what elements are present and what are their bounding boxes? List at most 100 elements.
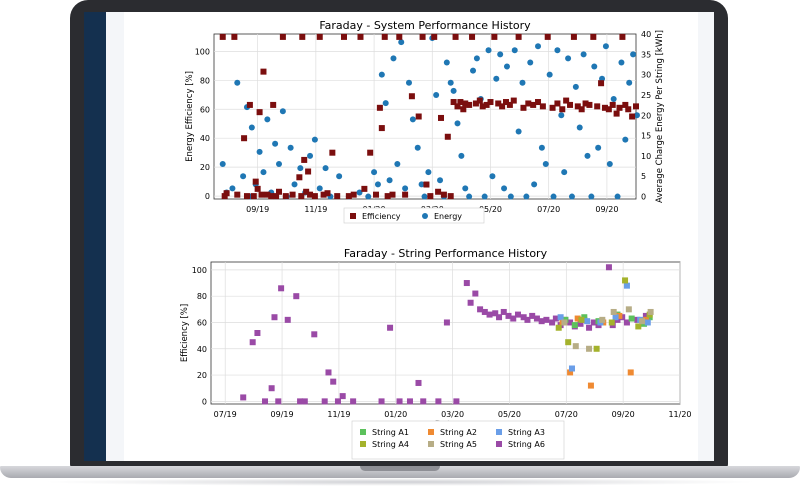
energy-point <box>447 79 454 86</box>
energy-point <box>275 161 282 168</box>
energy-point <box>599 75 606 82</box>
efficiency-point <box>495 100 502 107</box>
string-a6-point <box>311 331 318 338</box>
string-a6-point <box>496 314 503 321</box>
energy-point <box>591 63 598 70</box>
efficiency-point <box>256 109 263 116</box>
string-a6-point <box>543 316 550 323</box>
string-a6-point <box>278 285 285 292</box>
x-tick-label: 09/19 <box>271 410 294 419</box>
string-a3-point <box>584 318 591 325</box>
string-a6-point <box>271 314 278 321</box>
efficiency-point <box>324 190 331 197</box>
energy-point <box>580 51 587 58</box>
string-a6-point <box>453 398 460 405</box>
efficiency-point <box>289 191 296 198</box>
string-a6-point <box>486 311 493 318</box>
efficiency-point <box>582 100 589 107</box>
string-a6-point <box>435 398 442 405</box>
string-a6-point <box>240 394 247 401</box>
efficiency-point <box>303 188 310 195</box>
efficiency-point <box>510 97 517 104</box>
efficiency-point <box>633 103 639 110</box>
efficiency-point <box>483 101 490 108</box>
legend-a1-marker <box>360 429 366 435</box>
chart-title: Faraday - String Performance History <box>344 247 548 260</box>
energy-point <box>538 144 545 151</box>
string-a2-point <box>587 382 594 389</box>
legend-a5-label: String A5 <box>440 440 477 449</box>
string-a6-point <box>339 393 346 400</box>
string-a6-point <box>325 369 332 376</box>
string-a5-point <box>639 318 646 325</box>
efficiency-point <box>578 106 585 113</box>
string-a6-point <box>334 398 341 405</box>
y-tick-label: 60 <box>200 105 210 114</box>
energy-point <box>473 55 480 62</box>
y-tick-label: 0 <box>205 192 210 201</box>
legend-a2-label: String A2 <box>440 428 477 437</box>
efficiency-point <box>419 33 426 40</box>
string-a6-point <box>500 308 507 315</box>
efficiency-point <box>605 106 612 113</box>
string-a6-point <box>481 308 488 315</box>
efficiency-point <box>503 99 510 106</box>
efficiency-point <box>609 101 616 108</box>
string-a4-point <box>608 319 615 326</box>
string-a6-point <box>443 319 450 326</box>
legend-a3-marker <box>496 429 502 435</box>
energy-point <box>466 193 473 200</box>
string-a3-point <box>623 282 630 289</box>
efficiency-point <box>408 93 415 100</box>
energy-point <box>630 51 637 58</box>
energy-point <box>409 116 416 123</box>
efficiency-point <box>241 135 248 142</box>
y2-tick-label: 20 <box>641 111 651 120</box>
energy-point <box>511 47 518 54</box>
legend-box <box>351 420 565 460</box>
energy-point <box>264 116 271 123</box>
string-a6-point <box>268 385 275 392</box>
string-a6-point <box>586 324 593 331</box>
string-a6-point <box>301 398 308 405</box>
y2-tick-label: 0 <box>641 193 646 202</box>
energy-point <box>414 144 421 151</box>
energy-point <box>542 161 549 168</box>
efficiency-point <box>234 191 241 198</box>
string-a3-point <box>557 314 564 321</box>
string-a6-point <box>262 398 269 405</box>
energy-point <box>443 59 450 66</box>
string-a1-point <box>628 315 635 322</box>
string-a4-point <box>565 339 572 346</box>
efficiency-point <box>396 33 403 40</box>
string-a6-point <box>330 378 337 385</box>
string-a5-point <box>625 306 632 313</box>
legend-a6-marker <box>496 441 502 447</box>
string-a2-point <box>574 315 581 322</box>
efficiency-point <box>423 181 430 188</box>
energy-point <box>405 79 412 86</box>
string-a5-point <box>599 316 606 323</box>
y-tick-label: 40 <box>197 345 207 354</box>
efficiency-point <box>301 156 308 163</box>
energy-point <box>554 47 561 54</box>
efficiency-point <box>619 33 626 40</box>
energy-point <box>576 124 583 131</box>
chart-title: Faraday - System Performance History <box>319 19 531 32</box>
laptop-notch <box>360 466 440 471</box>
string-a6-point <box>293 293 300 300</box>
efficiency-point <box>544 33 551 40</box>
string-a6-point <box>350 398 357 405</box>
string-a6-point <box>623 319 630 326</box>
string-a6-point <box>577 320 584 327</box>
energy-point <box>497 51 504 58</box>
efficiency-point <box>279 33 286 40</box>
efficiency-point <box>457 99 464 106</box>
efficiency-point <box>402 191 409 198</box>
efficiency-point <box>305 168 312 175</box>
string-a6-point <box>477 306 484 313</box>
side-nav[interactable] <box>84 12 106 461</box>
efficiency-point <box>462 100 469 107</box>
energy-point <box>421 193 428 200</box>
energy-point <box>260 169 267 176</box>
